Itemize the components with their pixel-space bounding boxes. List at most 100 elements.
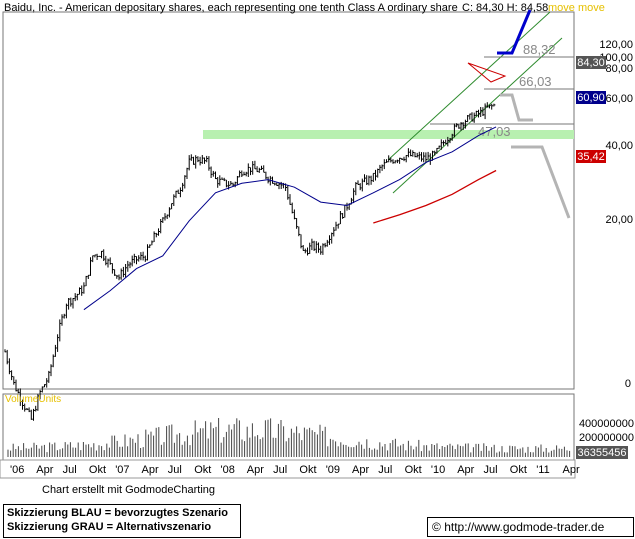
price-bar xyxy=(405,155,408,163)
price-bar xyxy=(144,255,147,262)
price-bar xyxy=(46,378,49,388)
price-bar xyxy=(464,119,467,129)
copyright-url[interactable]: http://www.godmode-trader.de xyxy=(444,520,605,534)
price-bar xyxy=(168,207,171,218)
price-bar xyxy=(94,254,97,258)
price-bar xyxy=(4,349,7,353)
price-bar xyxy=(188,155,191,171)
level-label-66: 66,03 xyxy=(519,74,552,89)
price-bar xyxy=(116,275,119,279)
price-bar xyxy=(57,334,60,352)
price-bar xyxy=(153,231,156,242)
price-bar xyxy=(162,217,165,223)
price-bar xyxy=(221,177,224,180)
price-bar xyxy=(234,181,237,188)
price-bar xyxy=(74,293,77,302)
price-bar xyxy=(70,297,73,307)
price-bar xyxy=(120,268,123,280)
price-bar xyxy=(475,110,478,117)
price-bar xyxy=(212,170,215,177)
price-bar xyxy=(388,155,391,163)
price-bar xyxy=(52,354,55,368)
price-bar xyxy=(432,150,434,161)
x-tick-label: Apr xyxy=(352,464,369,476)
price-bar xyxy=(15,379,18,392)
chart-title: Baidu, Inc. - American depositary shares… xyxy=(4,2,458,14)
price-bar xyxy=(245,171,248,177)
price-bar xyxy=(390,157,393,163)
price-bar xyxy=(298,226,301,237)
price-bar xyxy=(309,242,312,254)
price-bar xyxy=(63,313,66,319)
price-panel-frame xyxy=(2,11,575,390)
price-bar xyxy=(44,384,46,388)
price-bar xyxy=(133,253,136,264)
price-bar xyxy=(276,182,279,186)
price-bar xyxy=(456,123,459,128)
price-bar xyxy=(375,169,377,181)
y-tick-80: 80,00 xyxy=(605,63,633,75)
price-bar xyxy=(278,182,281,190)
price-bar xyxy=(394,160,397,164)
price-bar xyxy=(414,152,417,158)
price-bar xyxy=(357,180,360,185)
x-axis: '06 Apr Jul Okt '07 Apr Jul Okt '08 Apr Jul Okt '09 A… xyxy=(10,464,580,476)
x-tick-label: Apr xyxy=(457,464,474,476)
price-bar xyxy=(300,234,303,249)
price-bar xyxy=(98,255,101,257)
price-bar xyxy=(315,241,318,254)
price-bar xyxy=(425,152,428,163)
price-bar xyxy=(445,139,448,145)
copyright-link[interactable]: © http://www.godmode-trader.de xyxy=(432,520,604,534)
volume-tick-200m: 200000000 xyxy=(579,432,634,444)
price-bar xyxy=(81,285,84,296)
price-bar xyxy=(85,275,88,287)
price-bar xyxy=(151,240,154,246)
price-bar xyxy=(35,405,38,412)
price-bar xyxy=(173,194,176,206)
price-bar xyxy=(418,151,421,160)
price-bar xyxy=(142,251,145,261)
volume-bars xyxy=(7,418,571,457)
price-bar xyxy=(293,209,296,220)
legend-gray: Skizzierung GRAU = Alternativszenario xyxy=(7,521,212,533)
copyright-box[interactable]: © http://www.godmode-trader.de xyxy=(427,517,634,537)
price-bar xyxy=(337,223,340,229)
x-tick-label: Apr xyxy=(563,464,580,476)
x-tick-label: Jul xyxy=(168,464,182,476)
price-bar xyxy=(313,240,316,251)
price-bar xyxy=(265,171,268,180)
volume-title: VolumeUnits xyxy=(5,394,61,405)
price-bar xyxy=(230,181,233,186)
x-tick-label: Jul xyxy=(484,464,498,476)
price-bar xyxy=(186,167,189,179)
price-bar xyxy=(396,159,399,164)
price-bar xyxy=(368,175,371,186)
price-bar xyxy=(344,204,347,218)
volume-last-badge-bg xyxy=(576,446,628,459)
price-bar xyxy=(326,239,329,247)
y-tick-0: 0 xyxy=(625,378,631,390)
channel-upper-line xyxy=(387,11,551,161)
y-tick-60: 60,00 xyxy=(605,93,633,105)
price-bar xyxy=(76,293,79,301)
price-bar xyxy=(184,175,187,189)
price-bar xyxy=(381,164,384,171)
price-bars xyxy=(4,102,496,421)
price-bar xyxy=(256,166,259,173)
x-tick-label: Okt xyxy=(405,464,422,476)
price-bar xyxy=(355,182,358,196)
price-bar xyxy=(171,203,174,210)
price-bar xyxy=(421,152,423,162)
price-bar xyxy=(118,274,121,281)
price-bar xyxy=(30,409,33,420)
price-bar xyxy=(274,182,277,186)
price-bar xyxy=(379,164,382,174)
price-bar xyxy=(399,157,402,164)
price-bar xyxy=(307,247,309,256)
price-bar xyxy=(138,255,141,262)
copyright-icon: © xyxy=(432,520,441,534)
badge-current-bg xyxy=(576,56,606,69)
price-bar xyxy=(443,140,445,146)
move-label: move move xyxy=(548,2,605,14)
